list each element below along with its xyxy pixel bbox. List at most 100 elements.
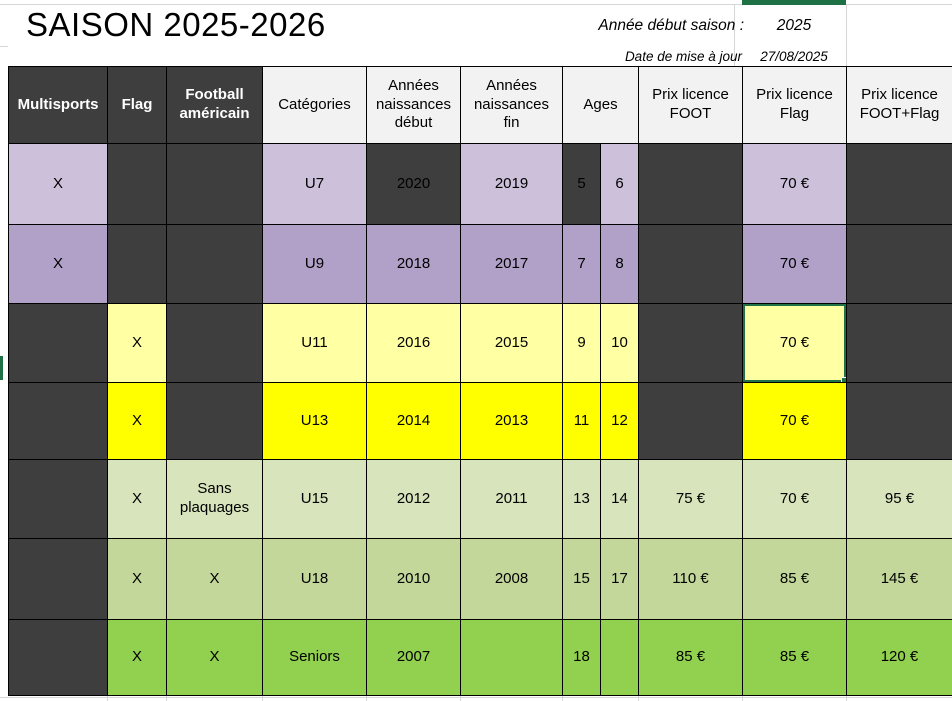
column-header-naissance-fin[interactable]: Années naissances fin [461, 67, 562, 143]
cell-u13-flag[interactable]: X [108, 383, 166, 459]
cell-seniors-prix-foot-flag[interactable]: 120 € [847, 620, 952, 695]
cell-u7-prix-foot[interactable] [639, 144, 742, 224]
cell-u15-flag[interactable]: X [108, 460, 166, 538]
cell-seniors-naissance-debut[interactable]: 2007 [367, 620, 460, 695]
cell-u7-categories[interactable]: U7 [263, 144, 366, 224]
cell-seniors-naissance-fin[interactable] [461, 620, 562, 695]
cell-u11-naissance-debut[interactable]: 2016 [367, 304, 460, 382]
cell-u9-age-max[interactable]: 8 [601, 225, 638, 303]
cell-u7-age-max[interactable]: 6 [601, 144, 638, 224]
column-header-multisports[interactable]: Multisports [9, 67, 107, 143]
cell-seniors-football-americain[interactable]: X [167, 620, 262, 695]
cell-u9-multisports[interactable]: X [9, 225, 107, 303]
cell-seniors-prix-flag[interactable]: 85 € [743, 620, 846, 695]
cell-u13-age-min[interactable]: 11 [563, 383, 600, 459]
cell-u18-naissance-debut[interactable]: 2010 [367, 539, 460, 619]
cell-u7-football-americain[interactable] [167, 144, 262, 224]
cell-u11-categories[interactable]: U11 [263, 304, 366, 382]
season-start-value[interactable]: 2025 [776, 17, 812, 34]
cell-u18-categories[interactable]: U18 [263, 539, 366, 619]
column-header-football-americain[interactable]: Football américain [167, 67, 262, 143]
cell-u7-multisports[interactable]: X [9, 144, 107, 224]
cell-u11-naissance-fin[interactable]: 2015 [461, 304, 562, 382]
cell-u18-football-americain[interactable]: X [167, 539, 262, 619]
cell-u15-age-max[interactable]: 14 [601, 460, 638, 538]
cell-u9-age-min[interactable]: 7 [563, 225, 600, 303]
cell-u9-categories[interactable]: U9 [263, 225, 366, 303]
gridline [638, 695, 639, 701]
cell-u15-prix-foot[interactable]: 75 € [639, 460, 742, 538]
cell-u15-multisports[interactable] [9, 460, 107, 538]
cell-u7-prix-flag[interactable]: 70 € [743, 144, 846, 224]
cell-u15-naissance-debut[interactable]: 2012 [367, 460, 460, 538]
fill-handle[interactable] [841, 377, 846, 382]
cell-u7-naissance-fin[interactable]: 2019 [461, 144, 562, 224]
cell-u15-categories[interactable]: U15 [263, 460, 366, 538]
cell-u11-prix-flag[interactable]: 70 € [743, 304, 846, 382]
gridline [107, 695, 108, 701]
column-header-prix-foot-flag[interactable]: Prix licence FOOT+Flag [847, 67, 952, 143]
cell-u15-football-americain[interactable]: Sans plaquages [167, 460, 262, 538]
cell-seniors-categories[interactable]: Seniors [263, 620, 366, 695]
cell-u13-age-max[interactable]: 12 [601, 383, 638, 459]
cell-u9-prix-foot-flag[interactable] [847, 225, 952, 303]
cell-u9-prix-foot[interactable] [639, 225, 742, 303]
page-title[interactable]: SAISON 2025-2026 [26, 6, 326, 43]
gridline [846, 47, 847, 66]
cell-u11-prix-foot-flag[interactable] [847, 304, 952, 382]
cell-seniors-multisports[interactable] [9, 620, 107, 695]
cell-u13-prix-flag[interactable]: 70 € [743, 383, 846, 459]
cell-u15-naissance-fin[interactable]: 2011 [461, 460, 562, 538]
cell-u11-football-americain[interactable] [167, 304, 262, 382]
cell-u9-football-americain[interactable] [167, 225, 262, 303]
cell-u9-prix-flag[interactable]: 70 € [743, 225, 846, 303]
gridline [734, 5, 735, 47]
green-cell-fragment [742, 0, 846, 5]
cell-u13-naissance-debut[interactable]: 2014 [367, 383, 460, 459]
column-header-categories[interactable]: Catégories [263, 67, 366, 143]
cell-u11-flag[interactable]: X [108, 304, 166, 382]
cell-u15-prix-flag[interactable]: 70 € [743, 460, 846, 538]
cell-u9-flag[interactable] [108, 225, 166, 303]
cell-u13-prix-foot[interactable] [639, 383, 742, 459]
cell-u18-multisports[interactable] [9, 539, 107, 619]
cell-u18-age-max[interactable]: 17 [601, 539, 638, 619]
cell-u18-prix-foot-flag[interactable]: 145 € [847, 539, 952, 619]
cell-seniors-prix-foot[interactable]: 85 € [639, 620, 742, 695]
gridline [0, 697, 952, 698]
cell-u13-categories[interactable]: U13 [263, 383, 366, 459]
cell-u18-prix-flag[interactable]: 85 € [743, 539, 846, 619]
cell-u7-prix-foot-flag[interactable] [847, 144, 952, 224]
column-header-ages[interactable]: Ages [563, 67, 638, 143]
cell-u13-football-americain[interactable] [167, 383, 262, 459]
cell-u11-age-min[interactable]: 9 [563, 304, 600, 382]
column-header-naissance-debut[interactable]: Années naissances début [367, 67, 460, 143]
update-date-value[interactable]: 27/08/2025 [760, 49, 828, 64]
cell-u11-prix-foot[interactable] [639, 304, 742, 382]
cell-seniors-flag[interactable]: X [108, 620, 166, 695]
cell-u13-prix-foot-flag[interactable] [847, 383, 952, 459]
cell-u11-age-max[interactable]: 10 [601, 304, 638, 382]
cell-u7-age-min[interactable]: 5 [563, 144, 600, 224]
cell-u18-prix-foot[interactable]: 110 € [639, 539, 742, 619]
cell-u18-flag[interactable]: X [108, 539, 166, 619]
column-header-prix-foot[interactable]: Prix licence FOOT [639, 67, 742, 143]
cell-u15-age-min[interactable]: 13 [563, 460, 600, 538]
cell-u11-multisports[interactable] [9, 304, 107, 382]
cell-u9-naissance-debut[interactable]: 2018 [367, 225, 460, 303]
cell-u13-naissance-fin[interactable]: 2013 [461, 383, 562, 459]
cell-u9-naissance-fin[interactable]: 2017 [461, 225, 562, 303]
cell-seniors-age-max[interactable] [601, 620, 638, 695]
cell-u7-naissance-debut[interactable]: 2020 [367, 144, 460, 224]
cell-u7-flag[interactable] [108, 144, 166, 224]
title-band: SAISON 2025-2026 Année début saison : 20… [8, 5, 952, 47]
cell-u18-naissance-fin[interactable]: 2008 [461, 539, 562, 619]
cell-u18-age-min[interactable]: 15 [563, 539, 600, 619]
column-header-flag[interactable]: Flag [108, 67, 166, 143]
cell-u13-multisports[interactable] [9, 383, 107, 459]
cell-u15-prix-foot-flag[interactable]: 95 € [847, 460, 952, 538]
cell-seniors-age-min[interactable]: 18 [563, 620, 600, 695]
date-band: Date de mise à jour 27/08/2025 [8, 47, 952, 66]
column-header-prix-flag[interactable]: Prix licence Flag [743, 67, 846, 143]
